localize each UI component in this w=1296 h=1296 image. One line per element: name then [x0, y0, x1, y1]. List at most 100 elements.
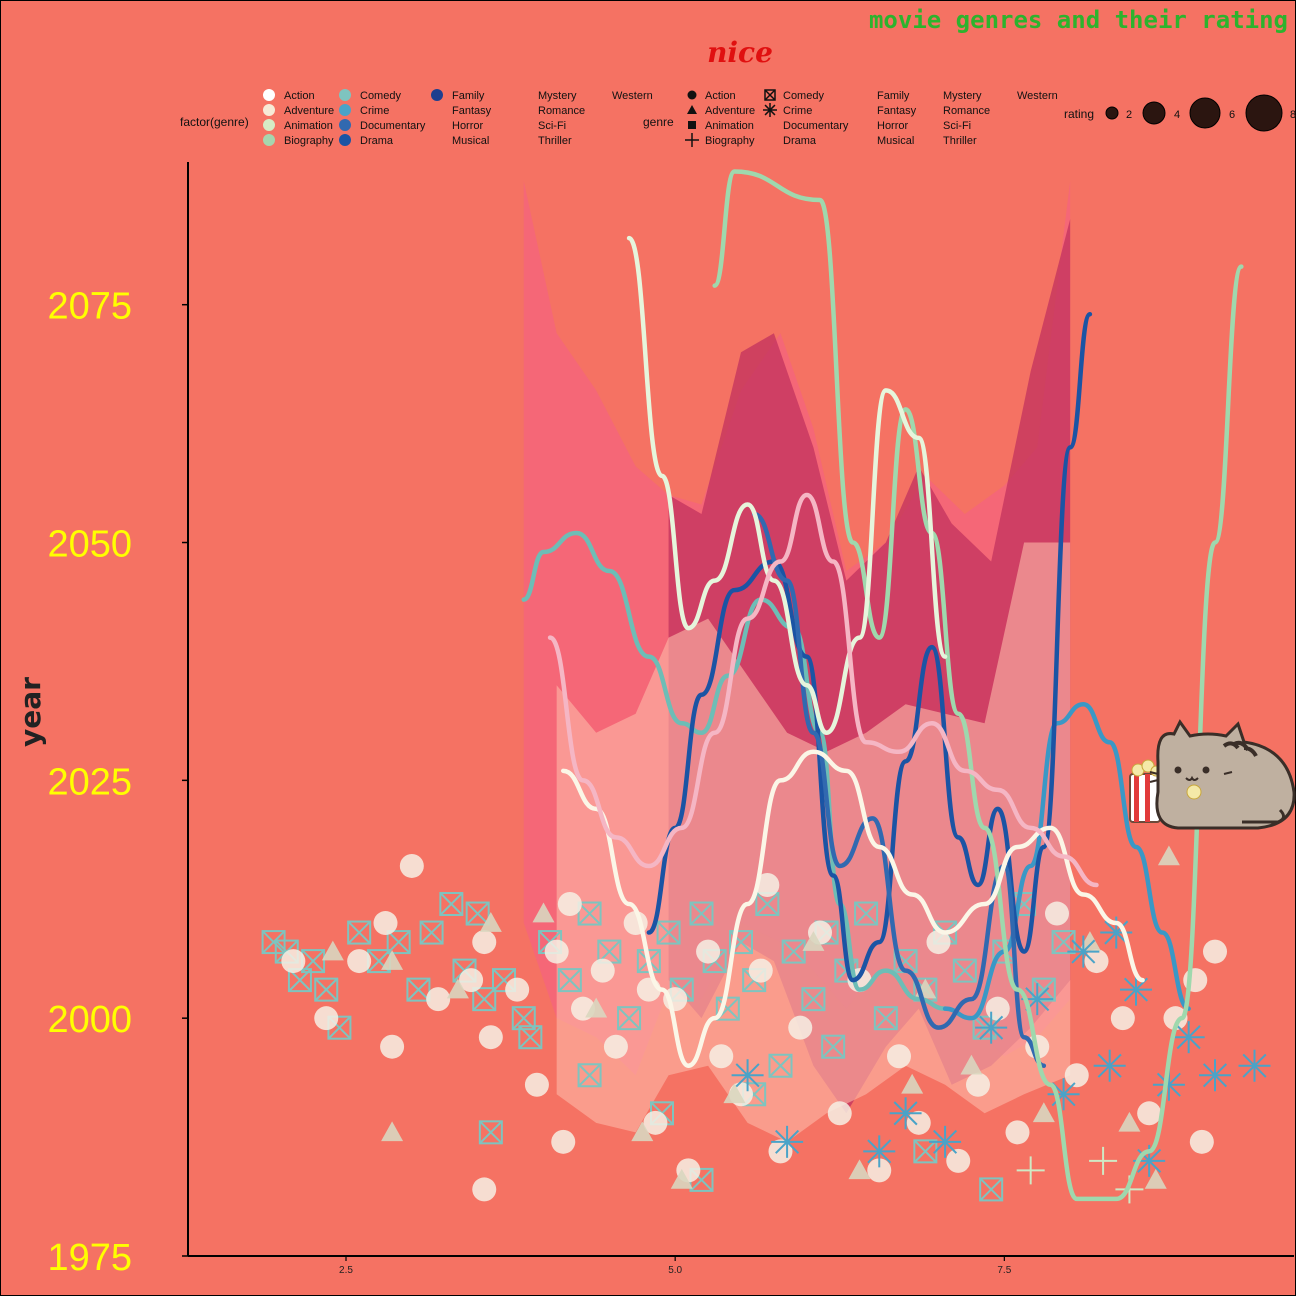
data-point [985, 996, 1010, 1021]
smooth-lines [521, 169, 1244, 1202]
data-point [465, 901, 490, 926]
data-point [1084, 949, 1109, 974]
data-point [406, 977, 431, 1002]
legend-size-swatch [1105, 106, 1119, 120]
legend-label: 6 [1229, 109, 1235, 121]
data-point [1203, 939, 1227, 964]
data-point [347, 949, 372, 974]
data-point [960, 1054, 983, 1075]
data-point [314, 1006, 339, 1031]
smooth-line [521, 530, 948, 1011]
data-point [532, 902, 555, 923]
data-point [709, 1044, 734, 1069]
data-point [439, 892, 464, 917]
legend-swatch [339, 119, 351, 131]
plot-area [261, 169, 1271, 1204]
x-tick-label: 5.0 [668, 1265, 682, 1276]
x-tick-label: 7.5 [997, 1265, 1011, 1276]
legend-label: 2 [1126, 109, 1132, 121]
legend-label: Biography [284, 135, 334, 147]
legend-label: Action [705, 90, 736, 102]
data-point [887, 1044, 911, 1069]
points [261, 845, 1271, 1204]
legend-label: Animation [705, 120, 754, 132]
data-point [1067, 935, 1100, 968]
smooth-line [942, 701, 1191, 1021]
data-point [1120, 973, 1152, 1006]
data-point [926, 930, 951, 955]
data-point [643, 1110, 668, 1135]
data-point [670, 1168, 693, 1189]
x-ticks: 2.5 5.0 7.5 [339, 1256, 1012, 1276]
y-tick-label: 2075 [47, 286, 132, 328]
data-point [472, 987, 497, 1012]
data-point [373, 911, 398, 936]
legend-swatch [339, 134, 351, 146]
data-point [781, 939, 806, 964]
data-point [821, 1034, 846, 1059]
legend-label: Adventure [705, 105, 755, 117]
legend-swatch [263, 104, 275, 116]
data-point [1032, 1102, 1055, 1123]
data-point [748, 958, 773, 983]
data-point [755, 872, 780, 897]
data-point [1238, 1049, 1271, 1082]
legend-label: Animation [284, 120, 333, 132]
data-point [854, 901, 879, 926]
data-point [544, 939, 569, 964]
legend-label: Family [877, 90, 910, 102]
data-point [1172, 1021, 1205, 1054]
data-point [873, 1006, 898, 1031]
y-axis-label: year [14, 677, 47, 747]
data-point [478, 1025, 503, 1050]
data-point [889, 1097, 922, 1130]
data-point [731, 1059, 764, 1092]
legend-label: Mystery [943, 90, 982, 102]
data-point [321, 940, 344, 961]
legend-swatch [431, 89, 443, 101]
y-tick-label: 1975 [47, 1237, 132, 1279]
data-point [426, 987, 451, 1012]
smooth-line [561, 749, 1145, 1068]
data-point [577, 901, 602, 926]
legend-label: Sci-Fi [943, 120, 971, 132]
data-point [557, 892, 582, 917]
data-point [380, 1034, 405, 1059]
data-point [975, 1011, 1008, 1044]
data-point [505, 977, 530, 1002]
legend-label: Fantasy [452, 105, 492, 117]
legend-size-swatch [1189, 97, 1221, 129]
data-point [399, 853, 424, 878]
data-point [801, 987, 826, 1012]
data-point [1137, 1101, 1162, 1126]
data-point [1110, 1006, 1135, 1031]
data-point [459, 968, 484, 993]
legend-label: Musical [452, 135, 489, 147]
data-point [768, 1053, 793, 1078]
legend-label: Crime [783, 105, 812, 117]
data-point [656, 920, 681, 945]
legend-label: Western [612, 90, 653, 102]
data-point [518, 1025, 543, 1050]
legend-label: Comedy [360, 90, 401, 102]
legend-label: Mystery [538, 90, 577, 102]
legend-label: Biography [705, 135, 755, 147]
legend-label: Crime [360, 105, 389, 117]
data-point [381, 1121, 404, 1142]
data-point [585, 997, 608, 1018]
data-point [689, 901, 714, 926]
data-point [1016, 1156, 1045, 1185]
data-point [906, 1110, 931, 1135]
data-point [1089, 1146, 1118, 1175]
data-point [1144, 1168, 1167, 1189]
legend-label: 8 [1290, 109, 1296, 121]
smooth-line [751, 511, 1047, 1068]
axes: 1975 2000 2025 2050 2075 2.5 5.0 7.5 [47, 162, 1294, 1279]
legend-swatch [263, 119, 275, 131]
data-point [386, 930, 411, 955]
data-point [802, 931, 825, 951]
data-point [946, 1148, 971, 1173]
legend-label: Adventure [284, 105, 334, 117]
legend-swatch [263, 134, 275, 146]
